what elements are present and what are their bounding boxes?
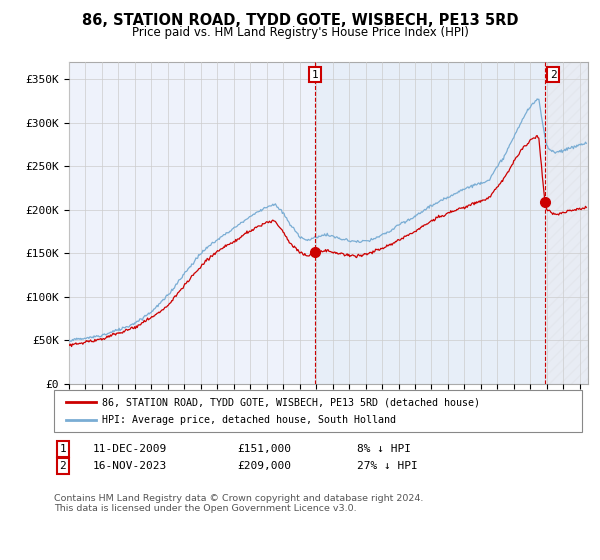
Text: 11-DEC-2009: 11-DEC-2009: [93, 444, 167, 454]
Text: 86, STATION ROAD, TYDD GOTE, WISBECH, PE13 5RD: 86, STATION ROAD, TYDD GOTE, WISBECH, PE…: [82, 13, 518, 27]
Text: 2: 2: [59, 461, 67, 471]
Text: 86, STATION ROAD, TYDD GOTE, WISBECH, PE13 5RD (detached house): 86, STATION ROAD, TYDD GOTE, WISBECH, PE…: [102, 397, 480, 407]
Bar: [545, 62, 588, 384]
Text: Price paid vs. HM Land Registry's House Price Index (HPI): Price paid vs. HM Land Registry's House …: [131, 26, 469, 39]
Text: 1: 1: [312, 69, 319, 80]
Text: 8% ↓ HPI: 8% ↓ HPI: [357, 444, 411, 454]
Text: HPI: Average price, detached house, South Holland: HPI: Average price, detached house, Sout…: [102, 415, 396, 424]
Text: £151,000: £151,000: [237, 444, 291, 454]
Text: 16-NOV-2023: 16-NOV-2023: [93, 461, 167, 471]
Text: £209,000: £209,000: [237, 461, 291, 471]
Text: 2: 2: [550, 69, 556, 80]
Text: 27% ↓ HPI: 27% ↓ HPI: [357, 461, 418, 471]
Bar: [315, 62, 545, 384]
Text: 1: 1: [59, 444, 67, 454]
Text: Contains HM Land Registry data © Crown copyright and database right 2024.
This d: Contains HM Land Registry data © Crown c…: [54, 494, 424, 514]
